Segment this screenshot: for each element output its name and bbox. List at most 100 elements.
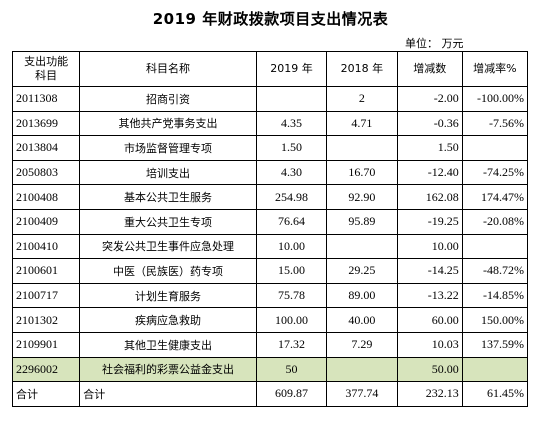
- cell-code: 2100408: [11, 184, 81, 210]
- table-row: 2100408 基本公共卫生服务 254.98 92.90 162.08 174…: [11, 184, 529, 210]
- cell-change: 50.00: [396, 356, 463, 383]
- table-row: 2100409 重大公共卫生专项 76.64 95.89 -19.25 -20.…: [11, 208, 529, 235]
- table-row: 2101302 疾病应急救助 100.00 40.00 60.00 150.00…: [11, 307, 529, 333]
- unit-label: 单位： 万元: [405, 37, 464, 50]
- cell-name: 社会福利的彩票公益金支出: [79, 356, 257, 383]
- table-header-row: 支出功能 科目 科目名称 2019 年 2018 年 增减数 增减率%: [11, 51, 529, 87]
- cell-2019: 50: [255, 356, 328, 383]
- cell-name: 其他共产党事务支出: [79, 110, 257, 137]
- total-2019: 609.87: [255, 381, 328, 407]
- cell-2018: 29.25: [326, 258, 398, 284]
- cell-code: 2100601: [11, 258, 81, 284]
- cell-2018: 95.89: [326, 208, 398, 235]
- cell-rate: [461, 233, 529, 260]
- cell-2019: 75.78: [255, 282, 328, 309]
- total-2018: 377.74: [326, 381, 398, 407]
- cell-2019: 17.32: [255, 331, 328, 358]
- cell-change: -12.40: [396, 159, 463, 186]
- cell-2018: 7.29: [326, 331, 398, 358]
- cell-name: 突发公共卫生事件应急处理: [79, 233, 257, 260]
- cell-change: 162.08: [396, 184, 463, 210]
- cell-change: -14.25: [396, 258, 463, 284]
- cell-2019: 76.64: [255, 208, 328, 235]
- cell-2018: 92.90: [326, 184, 398, 210]
- cell-change: -0.36: [396, 110, 463, 137]
- total-code: 合计: [11, 381, 81, 407]
- table-total-row: 合计 合计 609.87 377.74 232.13 61.45%: [11, 381, 529, 407]
- header-rate: 增减率%: [461, 51, 529, 87]
- cell-2018: [326, 233, 398, 260]
- cell-change: 1.50: [396, 135, 463, 161]
- cell-rate: 150.00%: [461, 307, 529, 333]
- cell-name: 其他卫生健康支出: [79, 331, 257, 358]
- cell-name: 基本公共卫生服务: [79, 184, 257, 210]
- cell-2018: [326, 356, 398, 383]
- table-row: 2100410 突发公共卫生事件应急处理 10.00 10.00: [11, 233, 529, 260]
- cell-rate: [461, 356, 529, 383]
- cell-rate: 174.47%: [461, 184, 529, 210]
- header-2019: 2019 年: [255, 51, 328, 87]
- cell-change: -2.00: [396, 86, 463, 112]
- table-row: 2011308 招商引资 2 -2.00 -100.00%: [11, 86, 529, 112]
- cell-2019: [255, 86, 328, 112]
- cell-name: 重大公共卫生专项: [79, 208, 257, 235]
- cell-2019: 10.00: [255, 233, 328, 260]
- cell-name: 市场监督管理专项: [79, 135, 257, 161]
- cell-name: 培训支出: [79, 159, 257, 186]
- table-row-highlighted: 2296002 社会福利的彩票公益金支出 50 50.00: [11, 356, 529, 383]
- table-row: 2100717 计划生育服务 75.78 89.00 -13.22 -14.85…: [11, 282, 529, 309]
- cell-2019: 15.00: [255, 258, 328, 284]
- expenditure-table: 支出功能 科目 科目名称 2019 年 2018 年 增减数 增减率% 20113…: [11, 51, 529, 407]
- cell-2019: 4.35: [255, 110, 328, 137]
- header-code: 支出功能 科目: [11, 51, 81, 87]
- cell-rate: -7.56%: [461, 110, 529, 137]
- cell-change: 60.00: [396, 307, 463, 333]
- total-name: 合计: [79, 381, 257, 407]
- cell-rate: 137.59%: [461, 331, 529, 358]
- cell-name: 中医（民族医）药专项: [79, 258, 257, 284]
- cell-rate: -20.08%: [461, 208, 529, 235]
- cell-2018: 89.00: [326, 282, 398, 309]
- cell-rate: -100.00%: [461, 86, 529, 112]
- cell-code: 2100410: [11, 233, 81, 260]
- header-name: 科目名称: [79, 51, 257, 87]
- cell-2019: 254.98: [255, 184, 328, 210]
- cell-code: 2100409: [11, 208, 81, 235]
- cell-2018: 16.70: [326, 159, 398, 186]
- cell-2019: 4.30: [255, 159, 328, 186]
- cell-rate: -48.72%: [461, 258, 529, 284]
- cell-code: 2013804: [11, 135, 81, 161]
- cell-rate: -14.85%: [461, 282, 529, 309]
- cell-2018: 2: [326, 86, 398, 112]
- cell-change: -13.22: [396, 282, 463, 309]
- header-2018: 2018 年: [326, 51, 398, 87]
- cell-change: 10.00: [396, 233, 463, 260]
- page-title: 2019 年财政拨款项目支出情况表: [152, 10, 389, 28]
- cell-change: -19.25: [396, 208, 463, 235]
- cell-code: 2296002: [11, 356, 81, 383]
- cell-2018: 4.71: [326, 110, 398, 137]
- table-row: 2013699 其他共产党事务支出 4.35 4.71 -0.36 -7.56%: [11, 110, 529, 137]
- cell-code: 2109901: [11, 331, 81, 358]
- total-rate: 61.45%: [461, 381, 529, 407]
- cell-rate: -74.25%: [461, 159, 529, 186]
- cell-2018: [326, 135, 398, 161]
- table-row: 2013804 市场监督管理专项 1.50 1.50: [11, 135, 529, 161]
- table-row: 2109901 其他卫生健康支出 17.32 7.29 10.03 137.59…: [11, 331, 529, 358]
- header-change: 增减数: [396, 51, 463, 87]
- cell-2019: 1.50: [255, 135, 328, 161]
- cell-name: 招商引资: [79, 86, 257, 112]
- table-row: 2050803 培训支出 4.30 16.70 -12.40 -74.25%: [11, 159, 529, 186]
- cell-code: 2100717: [11, 282, 81, 309]
- cell-change: 10.03: [396, 331, 463, 358]
- cell-rate: [461, 135, 529, 161]
- total-change: 232.13: [396, 381, 463, 407]
- cell-code: 2050803: [11, 159, 81, 186]
- cell-code: 2013699: [11, 110, 81, 137]
- table-row: 2100601 中医（民族医）药专项 15.00 29.25 -14.25 -4…: [11, 258, 529, 284]
- cell-name: 疾病应急救助: [79, 307, 257, 333]
- cell-name: 计划生育服务: [79, 282, 257, 309]
- cell-2018: 40.00: [326, 307, 398, 333]
- cell-code: 2011308: [11, 86, 81, 112]
- cell-code: 2101302: [11, 307, 81, 333]
